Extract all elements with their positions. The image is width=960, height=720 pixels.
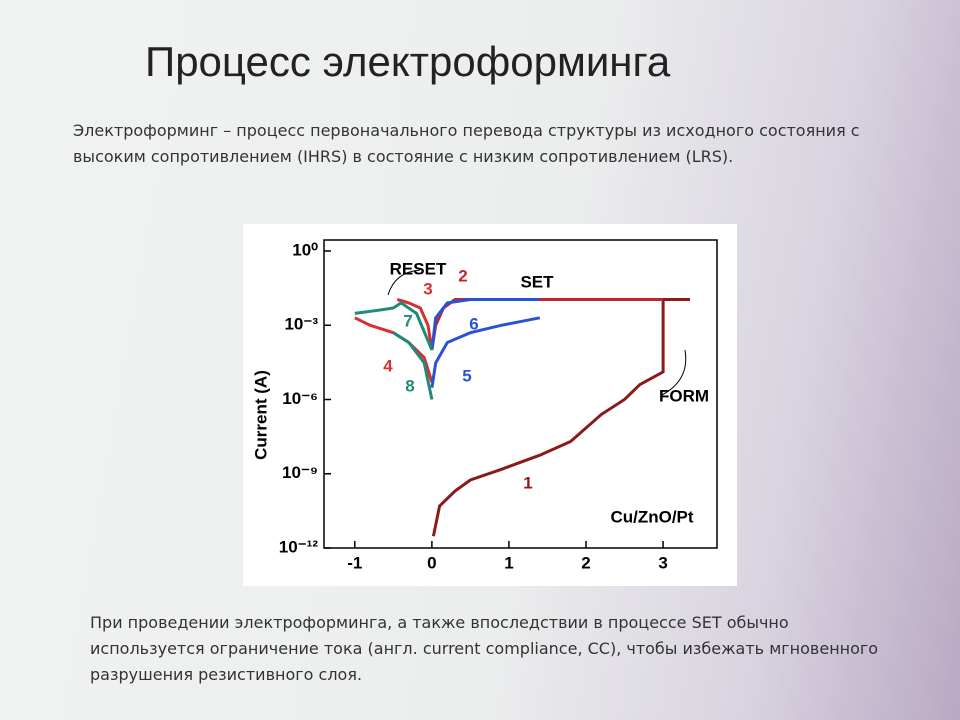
y-tick-label: 10⁻⁹ (282, 463, 318, 482)
annotation: Cu/ZnO/Pt (610, 507, 693, 526)
series-line (430, 298, 664, 351)
series-line (392, 331, 434, 400)
slide-title: Процесс электроформинга (145, 38, 671, 85)
note-text: При проведении электроформинга, а также … (90, 613, 879, 684)
series-label: 5 (462, 366, 471, 385)
series-label: 6 (469, 314, 478, 333)
chart: Current (A) 10⁰ 10⁻³ 10⁻⁶ 10⁻⁹ 10⁻¹² -1 0 1 2 3 1 2… (243, 224, 737, 586)
x-tick-label: -1 (347, 553, 362, 572)
series-line (430, 316, 541, 388)
series-line (354, 316, 434, 383)
series-line (431, 298, 690, 537)
y-tick-label: 10⁻³ (284, 315, 318, 334)
y-tick-label: 10⁰ (292, 240, 318, 259)
annotation: SET (520, 272, 554, 291)
series-label: 2 (458, 266, 467, 285)
x-tick-label: 2 (581, 553, 590, 572)
series-line (396, 298, 434, 351)
annotation: RESET (390, 259, 447, 278)
annotation: FORM (659, 386, 709, 405)
arrow (387, 269, 421, 296)
plot-frame (323, 239, 718, 549)
series-label: 3 (423, 279, 432, 298)
x-tick-label: 3 (658, 553, 667, 572)
y-tick-label: 10⁻¹² (279, 537, 319, 556)
series-label: 8 (405, 376, 414, 395)
y-axis-label: Current (A) (251, 370, 270, 460)
y-tick-label: 10⁻⁶ (282, 389, 318, 408)
series-line (354, 301, 434, 351)
arrow (661, 349, 687, 396)
intro-text: Электроформинг – процесс первоначального… (73, 121, 860, 166)
series-label: 7 (403, 311, 412, 330)
series-label: 4 (383, 356, 393, 375)
series-label: 1 (523, 473, 532, 492)
series-line (430, 298, 540, 351)
x-tick-label: 0 (427, 553, 436, 572)
x-tick-label: 1 (504, 553, 513, 572)
